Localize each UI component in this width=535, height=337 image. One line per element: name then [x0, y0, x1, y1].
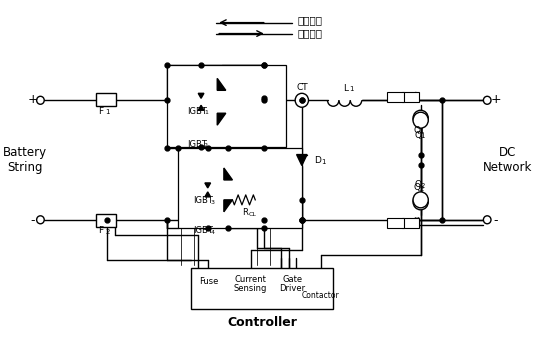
Polygon shape [217, 79, 226, 90]
Text: 1: 1 [204, 110, 208, 115]
Text: F: F [98, 226, 104, 235]
Bar [96, 93, 117, 106]
Circle shape [413, 112, 428, 128]
Circle shape [484, 96, 491, 104]
Text: Controller: Controller [227, 316, 297, 329]
Text: IGBT: IGBT [187, 140, 207, 149]
Text: +: + [491, 93, 501, 106]
Text: 2: 2 [105, 229, 110, 235]
Text: 2: 2 [419, 186, 424, 192]
Circle shape [484, 216, 491, 224]
Polygon shape [198, 93, 204, 98]
Text: Gate: Gate [282, 275, 302, 284]
Polygon shape [224, 168, 232, 180]
Text: R: R [242, 208, 248, 217]
Text: 3: 3 [211, 200, 215, 205]
Polygon shape [198, 105, 204, 110]
Text: -: - [493, 214, 498, 227]
Text: 1: 1 [321, 158, 325, 164]
Polygon shape [205, 183, 211, 188]
Polygon shape [296, 155, 307, 165]
Text: 4: 4 [211, 230, 215, 235]
Text: 충전방향: 충전방향 [297, 16, 322, 26]
Polygon shape [205, 192, 211, 197]
Text: 2: 2 [421, 183, 425, 189]
Text: Battery
String: Battery String [3, 146, 47, 174]
Text: 2: 2 [204, 143, 208, 148]
Bar [387, 218, 404, 228]
Text: Current: Current [234, 275, 266, 284]
Text: Contactor: Contactor [302, 291, 340, 300]
Text: CL: CL [249, 212, 256, 217]
Polygon shape [224, 200, 232, 212]
Bar [167, 65, 286, 147]
Text: D: D [314, 156, 321, 164]
Bar [402, 92, 419, 102]
Text: Q: Q [414, 131, 421, 140]
Bar [190, 268, 333, 309]
Bar [178, 148, 302, 228]
Text: CT: CT [296, 83, 308, 92]
Text: 1: 1 [419, 128, 424, 134]
Text: 1: 1 [349, 86, 354, 92]
Circle shape [413, 110, 428, 126]
Text: +: + [27, 93, 38, 106]
Text: IGBT: IGBT [194, 196, 213, 205]
Text: Q: Q [413, 126, 420, 135]
Text: Q: Q [413, 183, 420, 192]
Text: Q: Q [414, 180, 421, 189]
Circle shape [295, 93, 309, 107]
Text: Sensing: Sensing [234, 284, 267, 293]
Text: 방전방향: 방전방향 [297, 29, 322, 38]
Circle shape [413, 194, 428, 210]
Circle shape [36, 216, 44, 224]
Bar [96, 214, 117, 227]
Text: 1: 1 [105, 109, 110, 115]
Text: IGBT: IGBT [187, 107, 207, 116]
Text: -: - [30, 214, 35, 227]
Bar [402, 218, 419, 228]
Text: F: F [98, 107, 104, 116]
Polygon shape [217, 113, 226, 125]
Text: IGBT: IGBT [194, 226, 213, 235]
Text: L: L [343, 84, 348, 93]
Text: 1: 1 [421, 133, 425, 139]
Circle shape [413, 192, 428, 208]
Circle shape [36, 96, 44, 104]
Text: Driver: Driver [279, 284, 305, 293]
Bar [387, 92, 404, 102]
Text: Fuse: Fuse [199, 277, 218, 286]
Text: DC
Network: DC Network [483, 146, 532, 174]
